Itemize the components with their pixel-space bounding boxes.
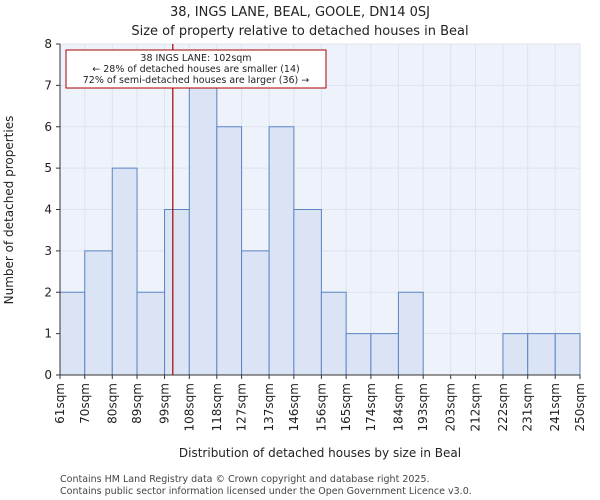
footer-line-2: Contains public sector information licen… <box>60 486 472 497</box>
y-tick-label: 5 <box>44 161 52 175</box>
x-tick-label: 193sqm <box>416 383 430 431</box>
y-tick-label: 0 <box>44 368 52 382</box>
histogram-bar <box>320 291 347 376</box>
x-tick-label: 203sqm <box>444 383 458 431</box>
x-tick-label: 108sqm <box>182 383 196 431</box>
plot-area: 0 1 2 3 4 5 6 7 8 61sqm 70sqm 80sqm 89sqm 99sqm 108sqm… <box>44 37 587 431</box>
x-tick-label: 99sqm <box>158 383 172 424</box>
chart-subtitle: Size of property relative to detached ho… <box>131 24 468 39</box>
x-tick-label: 127sqm <box>235 383 249 431</box>
x-tick-label: 118sqm <box>210 383 224 431</box>
x-tick-label: 174sqm <box>364 383 378 431</box>
histogram-bar <box>502 333 529 376</box>
histogram-bar <box>554 333 581 376</box>
chart-title: 38, INGS LANE, BEAL, GOOLE, DN14 0SJ <box>170 5 430 20</box>
x-tick-label: 137sqm <box>262 383 276 431</box>
histogram-bar <box>397 291 424 376</box>
y-axis-label: Number of detached properties <box>2 116 16 305</box>
x-tick-label: 250sqm <box>573 383 587 431</box>
y-tick-label: 6 <box>44 120 52 134</box>
histogram-bar <box>370 333 399 376</box>
histogram-bar <box>136 291 166 376</box>
histogram-bar <box>345 333 372 376</box>
x-tick-label: 146sqm <box>287 383 301 431</box>
x-tick-label: 70sqm <box>78 383 92 424</box>
footer-line-1: Contains HM Land Registry data © Crown c… <box>60 474 430 485</box>
x-tick-label: 61sqm <box>53 383 67 424</box>
histogram-bar <box>241 250 270 376</box>
x-tick-label: 156sqm <box>314 383 328 431</box>
annotation-line-3: 72% of semi-detached houses are larger (… <box>83 75 310 86</box>
histogram-bar <box>188 84 218 376</box>
annotation-box <box>65 49 327 89</box>
y-tick-label: 1 <box>44 327 52 341</box>
y-tick-label: 8 <box>44 37 52 51</box>
y-tick-label: 2 <box>44 285 52 299</box>
x-axis-label: Distribution of detached houses by size … <box>179 446 461 460</box>
histogram-bar <box>84 250 113 376</box>
y-tick-label: 4 <box>44 203 52 217</box>
x-tick-label: 231sqm <box>521 383 535 431</box>
y-tick-label: 7 <box>44 78 52 92</box>
x-tick-label: 222sqm <box>496 383 510 431</box>
histogram-bar <box>164 209 190 376</box>
histogram-bar <box>268 126 295 376</box>
histogram-bar <box>293 209 322 376</box>
x-tick-label: 80sqm <box>105 383 119 424</box>
histogram-bar <box>59 291 86 376</box>
x-tick-label: 184sqm <box>391 383 405 431</box>
annotation-line-1: 38 INGS LANE: 102sqm <box>140 53 251 64</box>
y-tick-label: 3 <box>44 244 52 258</box>
x-tick-label: 241sqm <box>548 383 562 431</box>
annotation-line-2: ← 28% of detached houses are smaller (14… <box>92 64 299 75</box>
histogram-bar <box>527 333 556 376</box>
histogram-bar <box>111 167 138 376</box>
x-tick-label: 212sqm <box>468 383 482 431</box>
x-tick-label: 165sqm <box>339 383 353 431</box>
x-tick-label: 89sqm <box>130 383 144 424</box>
histogram-bar <box>216 126 243 376</box>
